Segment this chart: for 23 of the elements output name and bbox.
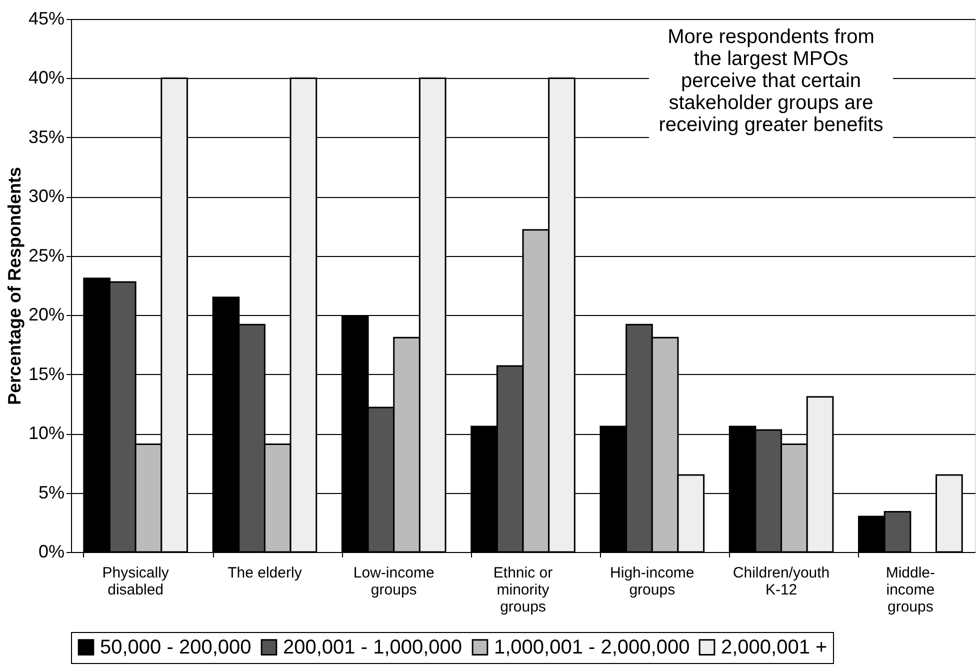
y-tick-label: 25% bbox=[28, 245, 64, 266]
x-tick-label: Children/youth K-12 bbox=[732, 564, 830, 598]
y-tick-label: 5% bbox=[38, 482, 64, 502]
legend-label: 50,000 - 200,000 bbox=[100, 636, 252, 658]
y-tick-label: 0% bbox=[38, 542, 64, 562]
y-tick-label: 45% bbox=[28, 8, 64, 28]
x-tick-label: Physically disabled bbox=[102, 564, 170, 598]
y-axis-title: Percentage of Respondents bbox=[4, 166, 24, 406]
x-tick-label: Ethnic or minority groups bbox=[493, 564, 553, 616]
y-tick-label: 30% bbox=[28, 186, 64, 206]
x-tick-label: Low-income groups bbox=[353, 564, 434, 598]
x-tick-label: Middle- income groups bbox=[886, 564, 936, 616]
annotation: More respondents from the largest MPOs perceive that certain stakeholder groups are receiving greater benefits bbox=[658, 26, 884, 136]
legend-label: 200,001 - 1,000,000 bbox=[283, 636, 462, 658]
legend-label: 2,000,001 + bbox=[721, 636, 828, 658]
y-tick-label: 10% bbox=[28, 423, 64, 444]
y-tick-label: 40% bbox=[28, 68, 64, 88]
y-tick-label: 15% bbox=[28, 364, 64, 384]
legend-label: 1,000,001 - 2,000,000 bbox=[494, 636, 690, 658]
y-tick-label: 20% bbox=[28, 304, 64, 325]
x-tick-label: High-income groups bbox=[610, 564, 694, 598]
x-tick-label: The elderly bbox=[228, 564, 302, 582]
y-tick-label: 35% bbox=[28, 126, 64, 147]
